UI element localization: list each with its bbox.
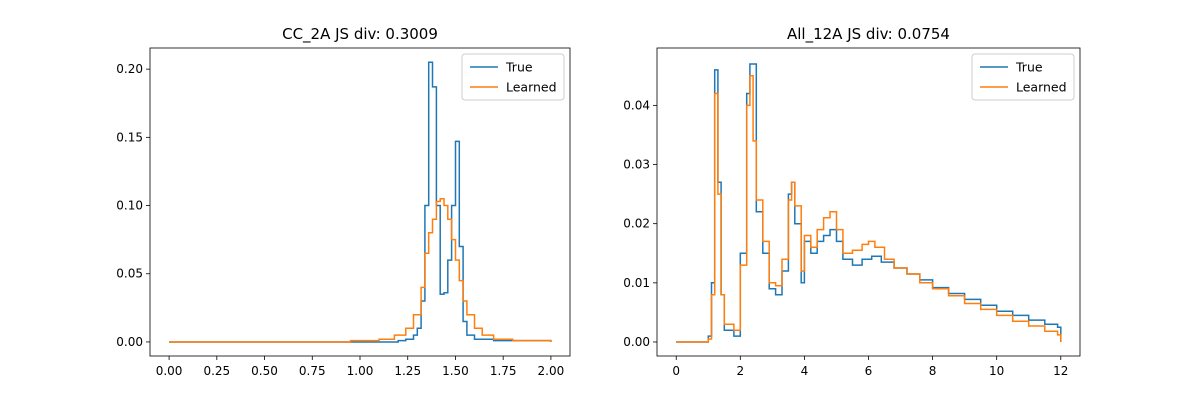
x-tick-label: 4 (801, 364, 809, 378)
x-tick-label: 1.25 (394, 364, 421, 378)
chart-title: All_12A JS div: 0.0754 (787, 25, 950, 44)
x-tick-label: 1.00 (347, 364, 374, 378)
legend-box (461, 53, 565, 101)
y-tick-label: 0.01 (623, 276, 650, 290)
x-tick-label: 0.75 (299, 364, 326, 378)
legend: True Learned (971, 53, 1075, 101)
x-tick-label: 6 (865, 364, 873, 378)
chart-title: CC_2A JS div: 0.3009 (282, 25, 438, 44)
y-tick-label: 0.05 (116, 267, 143, 281)
x-tick-label: 0.00 (156, 364, 183, 378)
legend-label-learned: Learned (506, 80, 557, 95)
y-tick-label: 0.10 (116, 199, 143, 213)
x-tick-label: 0.25 (203, 364, 230, 378)
y-tick-label: 0.04 (623, 98, 650, 112)
chart-panel-2: All_12A JS div: 0.0754 0 2 4 6 8 10 12 0.00 0.01 0… (623, 25, 1081, 378)
x-tick-label: 0.50 (251, 364, 278, 378)
y-tick-label: 0.15 (116, 130, 143, 144)
series-line-learned (676, 75, 1062, 343)
x-tick-label: 2.00 (538, 364, 565, 378)
y-tick-label: 0.03 (623, 158, 650, 172)
y-tick-label: 0.00 (116, 335, 143, 349)
legend: True Learned (461, 53, 565, 101)
y-tick-label: 0.02 (623, 217, 650, 231)
legend-label-learned: Learned (1016, 80, 1067, 95)
chart-panel-1: CC_2A JS div: 0.3009 0.00 0.25 0.50 0.75 1.00… (116, 25, 571, 378)
x-tick-label: 12 (1053, 364, 1068, 378)
x-tick-label: 0 (672, 364, 680, 378)
x-tick-label: 1.50 (442, 364, 469, 378)
legend-label-true: True (1015, 60, 1043, 75)
x-tick-label: 10 (989, 364, 1004, 378)
x-tick-label: 1.75 (490, 364, 517, 378)
legend-box (971, 53, 1075, 101)
series-line-true (169, 61, 552, 343)
legend-label-true: True (505, 60, 533, 75)
y-tick-label: 0.00 (623, 335, 650, 349)
x-tick-label: 8 (929, 364, 937, 378)
series-line-true (676, 63, 1062, 343)
y-tick-label: 0.20 (116, 62, 143, 76)
series-line-learned (169, 197, 552, 343)
x-tick-label: 2 (736, 364, 744, 378)
